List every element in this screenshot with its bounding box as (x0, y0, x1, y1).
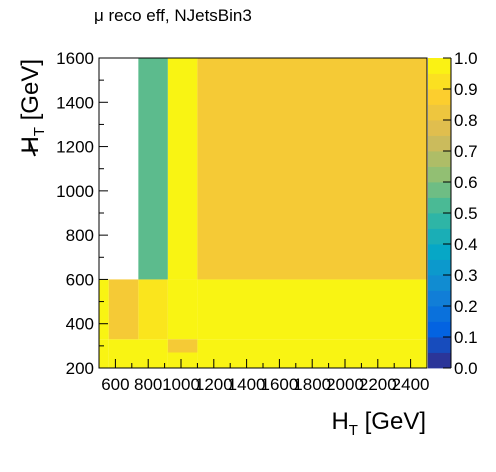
color-scale-band (428, 120, 451, 136)
y-axis-ticks: 200 400 600 800 1000 1200 1400 1600 (56, 49, 108, 378)
y-tick-label: 200 (66, 359, 94, 378)
color-scale-band (428, 321, 451, 338)
x-tick-label: 2200 (359, 375, 397, 394)
heatmap-cell (99, 279, 109, 340)
y-tick-label: 800 (66, 226, 94, 245)
x-tick-label: 1600 (260, 375, 298, 394)
heatmap-cell (167, 339, 198, 353)
z-tick-label: 1.0 (454, 49, 478, 68)
z-tick-label: 0.2 (454, 297, 478, 316)
y-tick-label: 600 (66, 270, 94, 289)
heatmap-cell (108, 352, 168, 368)
z-tick-label: 0.5 (454, 204, 478, 223)
x-tick-label: 1000 (162, 375, 200, 394)
x-tick-label: 1200 (195, 375, 233, 394)
x-tick-label: 2400 (392, 375, 430, 394)
x-axis-label: HT [GeV] (331, 408, 426, 439)
color-scale-band (428, 306, 451, 322)
z-tick-label: 0.0 (454, 359, 478, 378)
color-scale-band (428, 337, 451, 353)
z-tick-label: 0.3 (454, 266, 478, 285)
z-tick-label: 0.9 (454, 80, 478, 99)
heatmap-cell (167, 352, 198, 368)
heatmap-cell (138, 58, 168, 280)
color-scale-band (428, 290, 451, 307)
y-tick-label: 1200 (56, 138, 94, 157)
y-axis-label-slash (28, 139, 36, 157)
color-scale-band (428, 259, 451, 276)
heatmap-cell (99, 352, 109, 368)
color-scale-band (428, 135, 451, 152)
x-tick-label: 1400 (228, 375, 266, 394)
x-tick-label: 800 (134, 375, 162, 394)
color-scale-band (428, 58, 451, 74)
color-scale-band (428, 182, 451, 198)
color-scale-band (428, 73, 451, 90)
x-tick-label: 1800 (293, 375, 331, 394)
y-tick-label: 400 (66, 315, 94, 334)
color-scale-bar (428, 58, 451, 369)
color-scale-band (428, 89, 451, 105)
heatmap-cell (197, 339, 427, 353)
color-scale-band (428, 166, 451, 183)
y-tick-label: 1400 (56, 93, 94, 112)
color-scale-band (428, 197, 451, 214)
color-scale-band (428, 104, 451, 121)
color-scale-band (428, 228, 451, 245)
heatmap-cell (108, 279, 139, 340)
x-tick-label: 600 (101, 375, 129, 394)
heatmap-cell (197, 279, 427, 340)
color-scale-band (428, 244, 451, 260)
color-scale-band (428, 213, 451, 229)
z-tick-label: 0.7 (454, 142, 478, 161)
color-scale-band (428, 275, 451, 291)
z-tick-label: 0.4 (454, 235, 478, 254)
chart-title: μ reco eff, NJetsBin3 (94, 6, 252, 25)
heatmap-cell (108, 339, 168, 353)
color-scale-band (428, 352, 451, 369)
heatmap-cell (167, 58, 198, 280)
color-scale-ticks: 0.0 0.1 0.2 0.3 0.4 0.5 0.6 0.7 0.8 0.9 1.0 (443, 49, 478, 378)
y-tick-label: 1600 (56, 49, 94, 68)
z-tick-label: 0.8 (454, 111, 478, 130)
y-tick-label: 1000 (56, 182, 94, 201)
heatmap-cells (99, 58, 427, 368)
y-axis-label: HT [GeV] (17, 59, 48, 154)
heatmap-cell (167, 279, 198, 340)
heatmap-cell (138, 279, 168, 340)
color-scale-band (428, 151, 451, 167)
z-tick-label: 0.6 (454, 173, 478, 192)
heatmap-cell (197, 58, 427, 280)
z-tick-label: 0.1 (454, 328, 478, 347)
x-tick-label: 2000 (326, 375, 364, 394)
